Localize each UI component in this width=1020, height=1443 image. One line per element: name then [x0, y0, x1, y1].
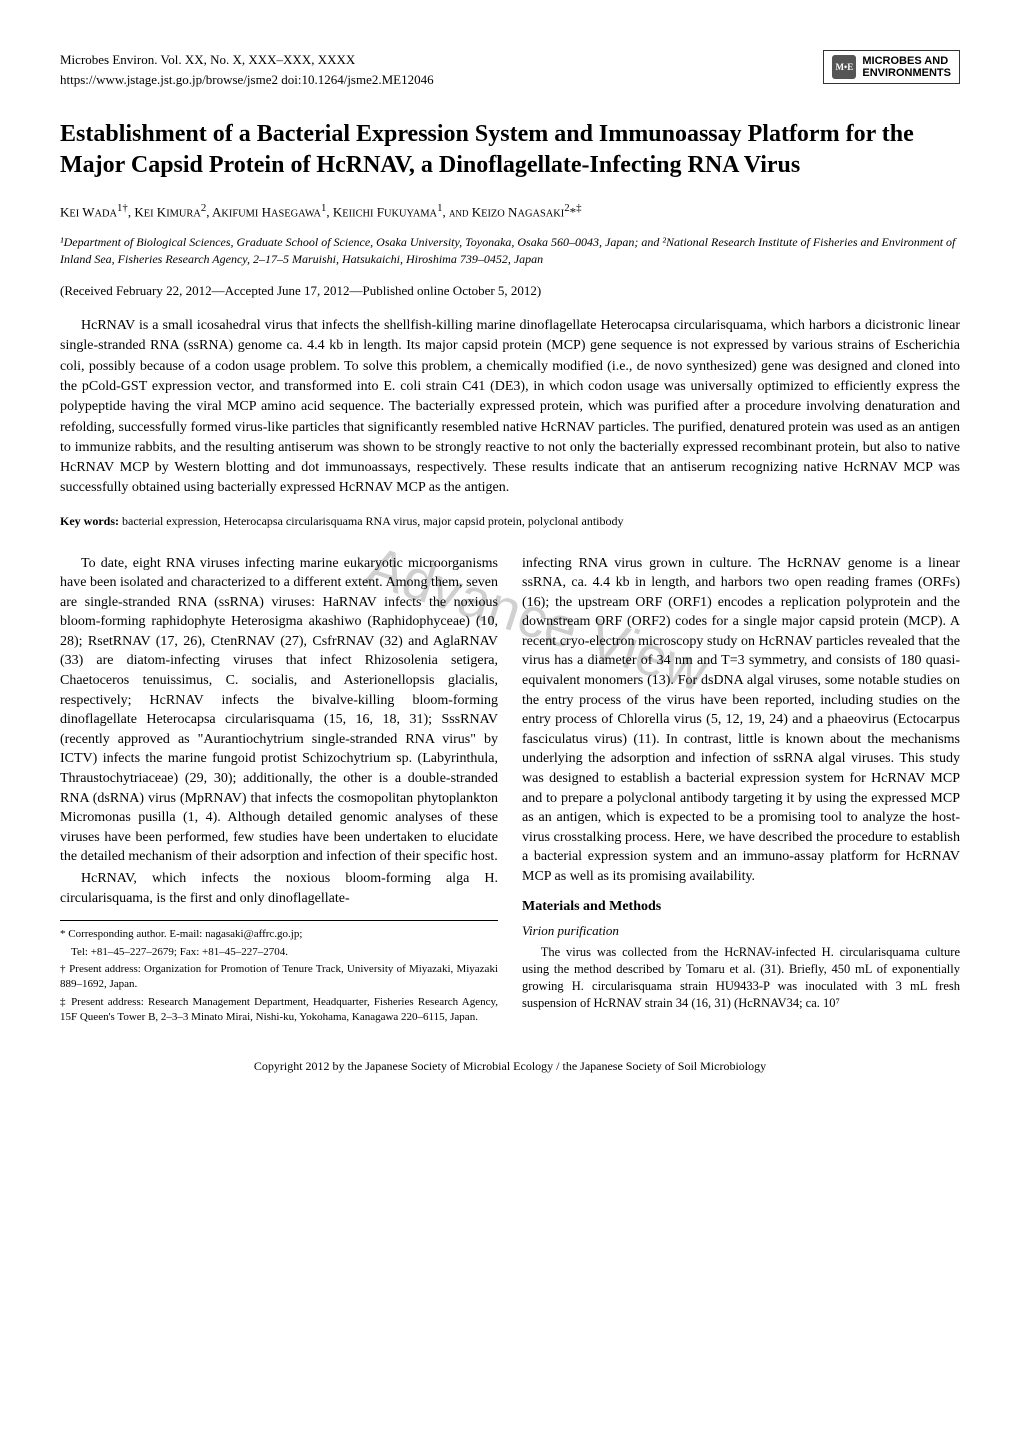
footnote-ddagger: ‡ Present address: Research Management D… — [60, 995, 498, 1026]
footnote-tel: Tel: +81–45–227–2679; Fax: +81–45–227–27… — [60, 945, 498, 960]
body-p3: infecting RNA virus grown in culture. Th… — [522, 554, 960, 887]
header-row: Microbes Environ. Vol. XX, No. X, XXX–XX… — [60, 50, 960, 89]
logo-line1: MICROBES AND — [862, 55, 951, 67]
footnote-dagger: † Present address: Organization for Prom… — [60, 962, 498, 993]
dates: (Received February 22, 2012—Accepted Jun… — [60, 282, 960, 300]
body-columns: To date, eight RNA viruses infecting mar… — [60, 554, 960, 1028]
abstract: HcRNAV is a small icosahedral virus that… — [60, 316, 960, 499]
journal-info: Microbes Environ. Vol. XX, No. X, XXX–XX… — [60, 50, 434, 89]
footnotes: * Corresponding author. E-mail: nagasaki… — [60, 920, 498, 1025]
logo-box: M•E MICROBES AND ENVIRONMENTS — [823, 50, 960, 84]
column-left: To date, eight RNA viruses infecting mar… — [60, 554, 498, 1028]
virion-text: The virus was collected from the HcRNAV-… — [522, 944, 960, 1012]
methods-heading: Materials and Methods — [522, 897, 960, 917]
logo-text: MICROBES AND ENVIRONMENTS — [862, 55, 951, 79]
article-title: Establishment of a Bacterial Expression … — [60, 119, 960, 181]
column-right: infecting RNA virus grown in culture. Th… — [522, 554, 960, 1028]
logo-icon: M•E — [832, 55, 856, 79]
keywords-label: Key words: — [60, 514, 119, 528]
body-p1: To date, eight RNA viruses infecting mar… — [60, 554, 498, 868]
footer-copyright: Copyright 2012 by the Japanese Society o… — [60, 1058, 960, 1075]
logo-line2: ENVIRONMENTS — [862, 67, 951, 79]
virion-heading: Virion purification — [522, 922, 960, 940]
keywords-text: bacterial expression, Heterocapsa circul… — [119, 514, 624, 528]
journal-line1: Microbes Environ. Vol. XX, No. X, XXX–XX… — [60, 50, 434, 70]
journal-line2: https://www.jstage.jst.go.jp/browse/jsme… — [60, 70, 434, 90]
affiliations: ¹Department of Biological Sciences, Grad… — [60, 234, 960, 268]
body-p2: HcRNAV, which infects the noxious bloom-… — [60, 869, 498, 908]
footnote-corresponding: * Corresponding author. E-mail: nagasaki… — [60, 927, 498, 942]
keywords: Key words: bacterial expression, Heteroc… — [60, 513, 960, 530]
authors: KEI WADA1†, KEI KIMURA2, AKIFUMI HASEGAW… — [60, 201, 960, 222]
